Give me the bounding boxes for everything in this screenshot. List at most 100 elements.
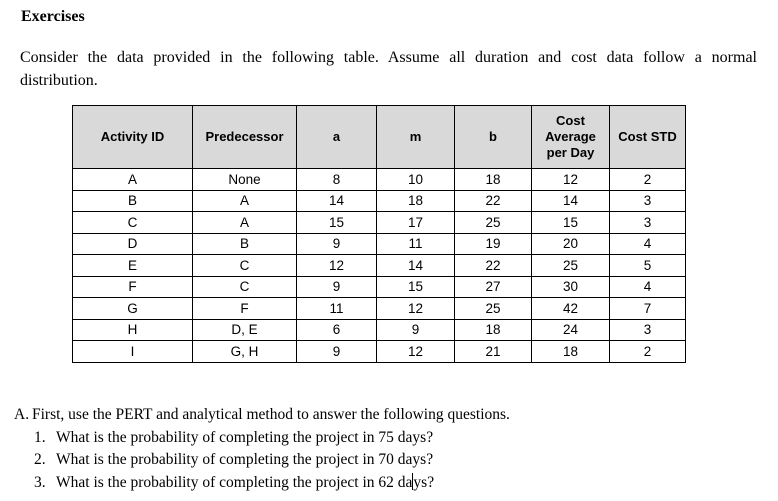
table-cell: 27: [454, 275, 532, 298]
column-header: Cost Average per Day: [531, 105, 610, 169]
table-cell: 30: [531, 275, 610, 298]
question-text-after-caret: ys?: [413, 473, 435, 491]
column-header: Predecessor: [192, 105, 297, 169]
table-cell: 10: [376, 168, 455, 191]
section-a-label: A.: [14, 406, 30, 423]
table-cell: 5: [609, 254, 686, 277]
table-row: G F 11 12 25 42 7: [72, 297, 686, 320]
question-list: 1. What is the probability of completing …: [34, 427, 770, 495]
column-header: Cost STD: [609, 105, 686, 169]
question-text: What is the probability of completing th…: [56, 451, 434, 468]
table-header-row: Activity ID Predecessor a m b Cost Average pe…: [72, 105, 686, 169]
column-header: m: [376, 105, 455, 169]
table-row: C A 15 17 25 15 3: [72, 211, 686, 234]
table-cell: H: [72, 318, 193, 341]
table-cell: 3: [609, 211, 686, 234]
section-a: A. First, use the PERT and analytical me…: [14, 404, 770, 494]
table-cell: A: [192, 211, 297, 234]
text-cursor-caret: [412, 472, 414, 490]
table-cell: C: [192, 254, 297, 277]
table-cell: 19: [454, 232, 532, 255]
table-cell: None: [192, 168, 297, 191]
table-cell: 6: [296, 318, 377, 341]
question-item: 1. What is the probability of completing …: [34, 427, 770, 450]
table-cell: 25: [454, 211, 532, 234]
table-cell: 12: [531, 168, 610, 191]
table-row: H D, E 6 9 18 24 3: [72, 318, 686, 341]
table-cell: 15: [296, 211, 377, 234]
table-body: A None 8 10 18 12 2 B A 14 18 22 14 3 C A 15 17 25 15 3 D B 9 11…: [72, 168, 686, 363]
table-cell: 18: [531, 340, 610, 363]
section-a-line: A. First, use the PERT and analytical me…: [14, 404, 770, 427]
table-cell: 11: [296, 297, 377, 320]
table-cell: A: [192, 189, 297, 212]
question-item: 3. What is the probability of completing …: [34, 472, 770, 495]
table-cell: B: [192, 232, 297, 255]
table-cell: 9: [296, 340, 377, 363]
table-cell: C: [72, 211, 193, 234]
table-cell: 4: [609, 275, 686, 298]
table-cell: 22: [454, 189, 532, 212]
table-cell: F: [72, 275, 193, 298]
table-cell: 8: [296, 168, 377, 191]
table-cell: 9: [296, 232, 377, 255]
table-cell: 17: [376, 211, 455, 234]
table-row: B A 14 18 22 14 3: [72, 189, 686, 212]
table-cell: 15: [376, 275, 455, 298]
table-cell: 18: [454, 318, 532, 341]
exercises-heading: Exercises: [21, 8, 85, 25]
intro-paragraph: Consider the data provided in the follow…: [20, 49, 757, 89]
table-cell: 7: [609, 297, 686, 320]
question-number: 3.: [34, 473, 46, 491]
column-header: a: [296, 105, 377, 169]
table-cell: 12: [296, 254, 377, 277]
table-cell: 4: [609, 232, 686, 255]
table-cell: 15: [531, 211, 610, 234]
section-a-text: First, use the PERT and analytical metho…: [32, 406, 510, 423]
table-cell: E: [72, 254, 193, 277]
table-cell: 22: [454, 254, 532, 277]
table-cell: 25: [531, 254, 610, 277]
table-cell: 12: [376, 340, 455, 363]
table-cell: D: [72, 232, 193, 255]
table-cell: 21: [454, 340, 532, 363]
table-cell: G, H: [192, 340, 297, 363]
table-cell: 11: [376, 232, 455, 255]
table-row: D B 9 11 19 20 4: [72, 232, 686, 255]
table-cell: 24: [531, 318, 610, 341]
table-cell: 2: [609, 340, 686, 363]
table-cell: 14: [531, 189, 610, 212]
table-row: F C 9 15 27 30 4: [72, 275, 686, 298]
table-cell: 3: [609, 189, 686, 212]
table-cell: 25: [454, 297, 532, 320]
table-row: E C 12 14 22 25 5: [72, 254, 686, 277]
activity-table: Activity ID Predecessor a m b Cost Average pe…: [72, 105, 686, 363]
table-cell: 14: [376, 254, 455, 277]
table-cell: 9: [376, 318, 455, 341]
question-number: 2.: [34, 451, 46, 468]
table-cell: 20: [531, 232, 610, 255]
question-item: 2. What is the probability of completing …: [34, 449, 770, 472]
question-number: 1.: [34, 428, 46, 446]
table-cell: 18: [376, 189, 455, 212]
table-cell: 3: [609, 318, 686, 341]
table-row: A None 8 10 18 12 2: [72, 168, 686, 191]
question-text-before-caret: What is the probability of completing th…: [56, 473, 413, 491]
table-cell: 18: [454, 168, 532, 191]
table-cell: A: [72, 168, 193, 191]
table-cell: F: [192, 297, 297, 320]
table-cell: 42: [531, 297, 610, 320]
table-cell: C: [192, 275, 297, 298]
table-cell: D, E: [192, 318, 297, 341]
table-cell: 9: [296, 275, 377, 298]
table-cell: I: [72, 340, 193, 363]
table-cell: G: [72, 297, 193, 320]
column-header: b: [454, 105, 532, 169]
table-cell: 12: [376, 297, 455, 320]
table-cell: 14: [296, 189, 377, 212]
table-cell: B: [72, 189, 193, 212]
table-cell: 2: [609, 168, 686, 191]
question-text: What is the probability of completing th…: [56, 472, 770, 495]
table-row: I G, H 9 12 21 18 2: [72, 340, 686, 363]
